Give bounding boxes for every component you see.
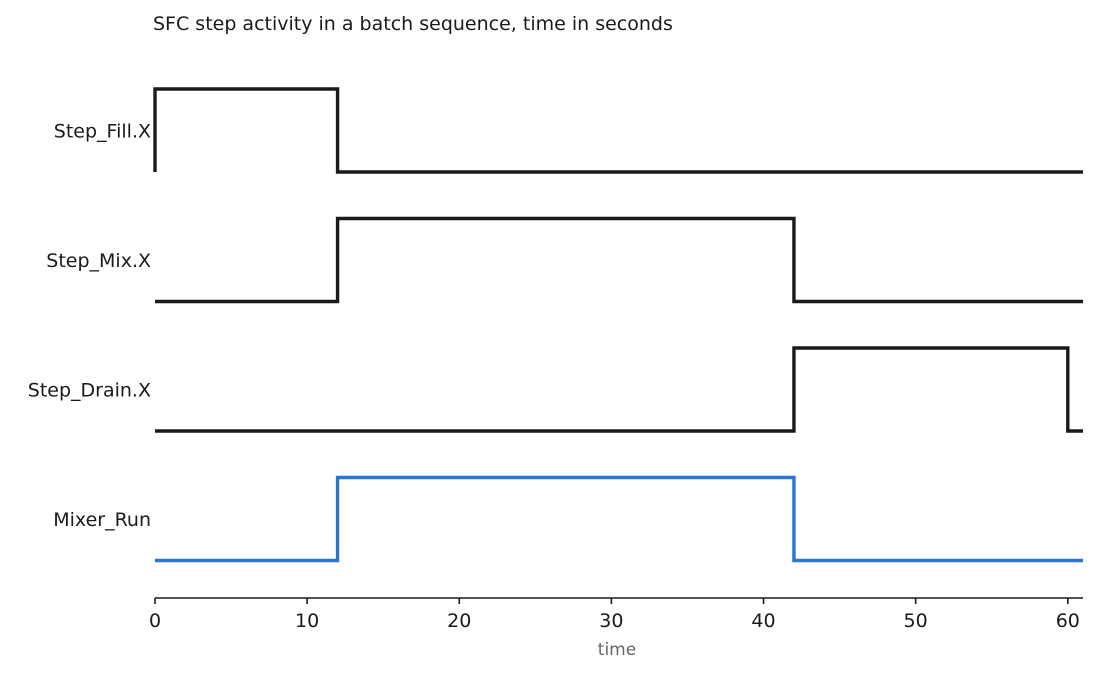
x-tick-label: 60	[1056, 610, 1080, 632]
signal-label-mixer-run: Mixer_Run	[53, 509, 151, 531]
x-tick-label: 40	[751, 610, 775, 632]
x-tick-label: 10	[295, 610, 319, 632]
x-tick-label: 20	[447, 610, 471, 632]
signal-traces	[153, 87, 1083, 563]
trace-step-drain-x	[155, 346, 1083, 433]
x-tick-label: 30	[599, 610, 623, 632]
x-tick-label: 0	[149, 610, 161, 632]
signal-label-step-drain-x: Step_Drain.X	[28, 380, 151, 402]
chart-title: SFC step activity in a batch sequence, t…	[153, 13, 673, 35]
trace-step-fill-x	[153, 87, 1083, 174]
signal-labels: Step_Fill.X Step_Mix.X Step_Drain.X Mixer_R…	[28, 121, 151, 532]
x-axis-ticks: 0 10 20 30 40 50 60	[149, 598, 1080, 632]
x-tick-label: 50	[904, 610, 928, 632]
signal-label-step-fill-x: Step_Fill.X	[54, 121, 151, 143]
trace-mixer-run	[155, 475, 1083, 563]
signal-label-step-mix-x: Step_Mix.X	[46, 250, 151, 272]
x-axis-label: time	[598, 640, 636, 660]
trace-step-mix-x	[155, 216, 1083, 304]
